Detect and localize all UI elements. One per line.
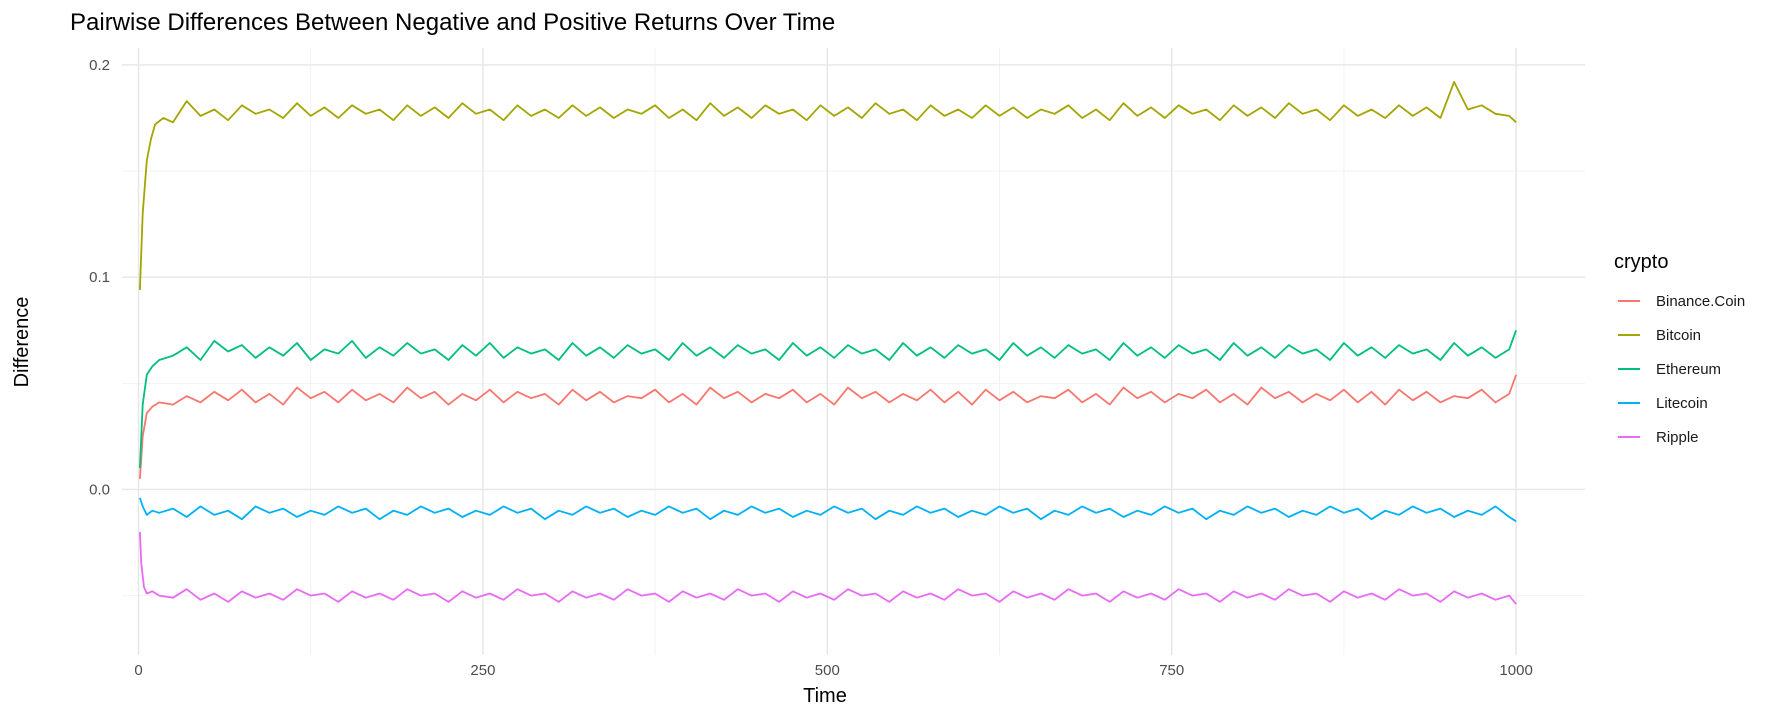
series-line-litecoin bbox=[139, 497, 1517, 523]
x-tick-label: 750 bbox=[1159, 662, 1184, 679]
legend-label-ethereum: Ethereum bbox=[1656, 361, 1721, 378]
y-tick-label: 0.2 bbox=[89, 57, 110, 74]
series-line-ripple bbox=[139, 531, 1517, 605]
legend-label-litecoin: Litecoin bbox=[1656, 395, 1708, 412]
x-tick-label: 500 bbox=[815, 662, 840, 679]
chart-title: Pairwise Differences Between Negative an… bbox=[70, 9, 835, 36]
legend-title: crypto bbox=[1614, 251, 1668, 273]
legend-label-bitcoin: Bitcoin bbox=[1656, 327, 1701, 344]
x-tick-label: 250 bbox=[470, 662, 495, 679]
y-tick-label: 0.1 bbox=[89, 269, 110, 286]
x-tick-label: 1000 bbox=[1499, 662, 1532, 679]
series-line-ethereum bbox=[139, 329, 1517, 469]
legend-label-binance-coin: Binance.Coin bbox=[1656, 293, 1745, 310]
gridlines bbox=[122, 48, 1585, 655]
legend: crypto Binance.Coin Bitcoin Ethereum Liteco… bbox=[1614, 251, 1745, 446]
x-axis-ticks: 0 250 500 750 1000 bbox=[134, 662, 1532, 679]
y-axis-ticks: 0.0 0.1 0.2 bbox=[89, 57, 110, 498]
legend-label-ripple: Ripple bbox=[1656, 429, 1699, 446]
y-axis-title: Difference bbox=[11, 297, 33, 388]
y-tick-label: 0.0 bbox=[89, 481, 110, 498]
x-tick-label: 0 bbox=[134, 662, 142, 679]
series-line-binance-coin bbox=[139, 374, 1517, 479]
series-line-bitcoin bbox=[139, 81, 1517, 291]
series-lines bbox=[139, 81, 1517, 605]
x-axis-title: Time bbox=[803, 685, 847, 707]
